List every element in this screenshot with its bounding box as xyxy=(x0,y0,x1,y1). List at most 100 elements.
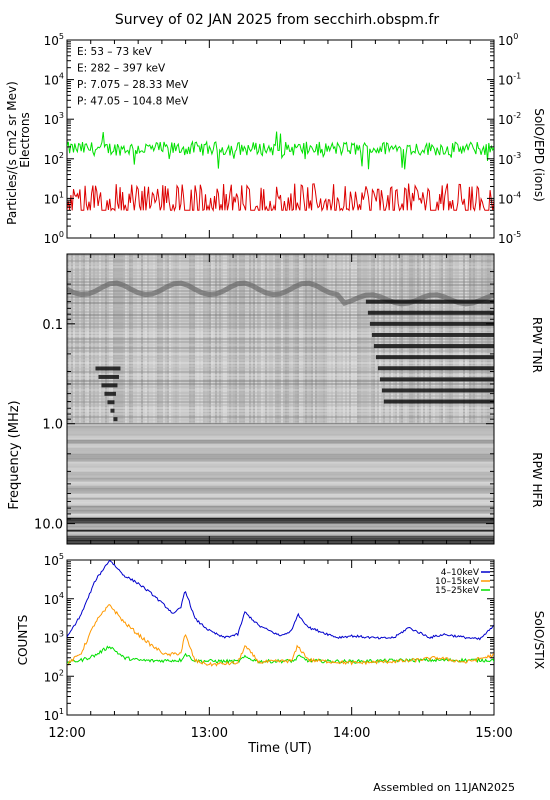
rpw-tnr-column xyxy=(145,254,147,424)
rpw-tnr-column xyxy=(387,254,389,424)
rpw-hfr-band xyxy=(67,473,494,476)
rpw-tnr-column xyxy=(285,254,287,424)
stix-series-line xyxy=(67,560,494,641)
rpw-tnr-column xyxy=(249,254,251,424)
epd-legend-entry: E: 282 – 397 keV xyxy=(77,63,166,75)
rpw-tnr-band xyxy=(67,311,494,313)
rpw-tnr-band xyxy=(67,365,494,367)
rpw-tnr-column xyxy=(163,254,165,424)
rpw-tnr-column xyxy=(413,254,415,424)
rpw-burst-lane xyxy=(383,399,494,404)
rpw-tnr-column xyxy=(79,254,81,424)
rpw-tnr-column xyxy=(455,254,457,424)
rpw-tnr-column xyxy=(481,254,483,424)
rpw-hfr-band xyxy=(67,439,494,442)
rpw-tnr-column xyxy=(257,254,259,424)
epd-series-group xyxy=(67,131,494,213)
rpw-burst-lane xyxy=(369,321,494,326)
rpw-tnr-column xyxy=(351,254,353,424)
rpw-hfr-band xyxy=(67,457,494,460)
rpw-hfr-band xyxy=(67,425,494,428)
rpw-tnr-column xyxy=(301,254,303,424)
rpw-tnr-column xyxy=(251,254,253,424)
rpw-tnr-column xyxy=(355,254,357,424)
stix-legend-entry: 4–10keV xyxy=(441,568,480,578)
rpw-hfr-band xyxy=(67,529,494,532)
rpw-tnr-column xyxy=(385,254,387,424)
stix-ticks: 101 102 103 104 105 xyxy=(44,552,494,723)
stix-ytick-label: 101 xyxy=(44,707,64,723)
rpw-hfr-band xyxy=(67,523,494,526)
assembled-footer: Assembled on 11JAN2025 xyxy=(373,781,515,794)
stix-series-group xyxy=(67,560,494,667)
stix-legend-entry: 15–25keV xyxy=(435,586,480,596)
rpw-tnr-column xyxy=(119,254,121,424)
rpw-tnr-band xyxy=(67,413,494,415)
epd-ytick-label: 105 xyxy=(44,32,64,48)
rpw-tnr-band xyxy=(67,422,494,424)
epd-panel: 100 101 102 103 104 105 10-5 10-4 10-3 10-2 10-1 10… xyxy=(5,32,546,246)
rpw-tnr-band xyxy=(67,350,494,352)
rpw-tnr-column xyxy=(197,254,199,424)
rpw-tnr-column xyxy=(381,254,383,424)
rpw-tnr-column xyxy=(105,254,107,424)
rpw-tnr-column xyxy=(435,254,437,424)
rpw-hfr-band xyxy=(67,433,494,436)
rpw-hfr-band xyxy=(67,485,494,488)
rpw-tnr-column xyxy=(369,254,371,424)
rpw-hfr-band xyxy=(67,437,494,440)
rpw-hfr-band xyxy=(67,487,494,490)
rpw-tnr-column xyxy=(399,254,401,424)
rpw-tnr-column xyxy=(75,254,77,424)
rpw-tnr-column xyxy=(445,254,447,424)
epd-ytick-label: 103 xyxy=(44,111,64,127)
rpw-tnr-column xyxy=(125,254,127,424)
rpw-tnr-column xyxy=(273,254,275,424)
stix-ytick-label: 104 xyxy=(44,591,64,607)
rpw-burst-lane xyxy=(371,332,494,337)
rpw-hfr-band xyxy=(67,511,494,514)
rpw-tnr-column xyxy=(283,254,285,424)
rpw-hfr-band xyxy=(67,459,494,462)
rpw-hfr-band xyxy=(67,423,494,426)
rpw-hfr-band xyxy=(67,491,494,494)
rpw-tnr-band xyxy=(67,317,494,319)
rpw-tnr-column xyxy=(203,254,205,424)
rpw-tnr-band xyxy=(67,314,494,316)
rpw-tnr-column xyxy=(343,254,345,424)
rpw-tnr-band xyxy=(67,284,494,286)
rpw-hfr-band xyxy=(67,449,494,452)
rpw-tnr-column xyxy=(359,254,361,424)
rpw-tnr-column xyxy=(313,254,315,424)
rpw-tnr-band xyxy=(67,389,494,391)
rpw-tnr-band xyxy=(67,296,494,298)
epd-ytick-right-label: 10-4 xyxy=(498,190,521,206)
rpw-tnr-band xyxy=(67,380,494,382)
rpw-hfr-band xyxy=(67,501,494,504)
rpw-tnr-column xyxy=(161,254,163,424)
rpw-tnr-band xyxy=(67,407,494,409)
x-tick-label: 12:00 xyxy=(48,726,85,741)
rpw-burst-lane xyxy=(98,374,119,379)
rpw-tnr-column xyxy=(267,254,269,424)
rpw-tnr-column xyxy=(269,254,271,424)
rpw-tnr-column xyxy=(297,254,299,424)
chart-title: Survey of 02 JAN 2025 from secchirh.obsp… xyxy=(115,12,439,28)
rpw-tnr-column xyxy=(307,254,309,424)
epd-ylabel-electrons: Electrons xyxy=(18,112,32,167)
rpw-tnr-column xyxy=(441,254,443,424)
rpw-tnr-column xyxy=(221,254,223,424)
rpw-tnr-column xyxy=(453,254,455,424)
rpw-hfr-band xyxy=(67,519,494,522)
rpw-tnr-column xyxy=(177,254,179,424)
epd-ytick-right-label: 10-2 xyxy=(498,111,521,127)
rpw-tnr-column xyxy=(291,254,293,424)
rpw-tnr-column xyxy=(67,254,69,424)
rpw-tnr-column xyxy=(225,254,227,424)
rpw-tnr-column xyxy=(227,254,229,424)
rpw-tnr-column xyxy=(151,254,153,424)
rpw-hfr-band xyxy=(67,455,494,458)
rpw-tnr-column xyxy=(245,254,247,424)
rpw-tnr-column xyxy=(215,254,217,424)
